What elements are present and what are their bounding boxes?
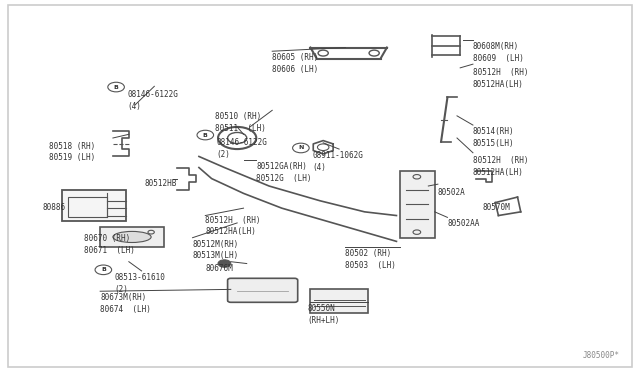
Text: J80500P*: J80500P* bbox=[582, 350, 620, 359]
Text: 80512M(RH)
80513M(LH): 80512M(RH) 80513M(LH) bbox=[193, 240, 239, 260]
Text: 08146-6122G
(2): 08146-6122G (2) bbox=[217, 138, 268, 159]
Text: 80518 (RH)
80519 (LH): 80518 (RH) 80519 (LH) bbox=[49, 142, 95, 163]
Text: 80673M(RH)
80674  (LH): 80673M(RH) 80674 (LH) bbox=[100, 293, 151, 314]
Text: 80670 (RH)
80671  (LH): 80670 (RH) 80671 (LH) bbox=[84, 234, 135, 255]
Bar bbox=[62, 190, 125, 221]
Text: 80676M: 80676M bbox=[205, 263, 233, 273]
Text: 08911-1062G
(4): 08911-1062G (4) bbox=[312, 151, 364, 172]
Bar bbox=[310, 289, 368, 313]
Text: N: N bbox=[298, 145, 303, 150]
Text: B: B bbox=[101, 267, 106, 272]
Text: 80512GA(RH)
80512G  (LH): 80512GA(RH) 80512G (LH) bbox=[256, 162, 312, 183]
Text: 80512H  (RH)
80512HA(LH): 80512H (RH) 80512HA(LH) bbox=[473, 157, 529, 177]
Text: 80502 (RH)
80503  (LH): 80502 (RH) 80503 (LH) bbox=[346, 249, 396, 270]
Text: 80605 (RH)
80606 (LH): 80605 (RH) 80606 (LH) bbox=[272, 53, 319, 74]
Text: 80510 (RH)
80511  (LH): 80510 (RH) 80511 (LH) bbox=[215, 112, 266, 133]
Text: 80512HB: 80512HB bbox=[145, 179, 177, 187]
Text: 80570M: 80570M bbox=[483, 203, 510, 212]
Text: 80886: 80886 bbox=[43, 203, 66, 212]
Text: 80514(RH)
80515(LH): 80514(RH) 80515(LH) bbox=[473, 127, 515, 148]
Text: B: B bbox=[114, 84, 118, 90]
Text: 80512H  (RH)
80512HA(LH): 80512H (RH) 80512HA(LH) bbox=[205, 215, 261, 236]
Text: 80512H  (RH)
80512HA(LH): 80512H (RH) 80512HA(LH) bbox=[473, 68, 529, 89]
Bar bbox=[68, 197, 106, 217]
FancyBboxPatch shape bbox=[228, 278, 298, 302]
Text: 80502AA: 80502AA bbox=[447, 219, 480, 228]
Text: 80550N
(RH+LH): 80550N (RH+LH) bbox=[307, 304, 340, 325]
Text: 80502A: 80502A bbox=[438, 188, 466, 197]
Bar bbox=[100, 227, 164, 247]
Ellipse shape bbox=[113, 231, 151, 243]
Text: B: B bbox=[203, 132, 208, 138]
Bar bbox=[399, 171, 435, 238]
Text: 80608M(RH)
80609  (LH): 80608M(RH) 80609 (LH) bbox=[473, 42, 524, 63]
Text: 08513-61610
(2): 08513-61610 (2) bbox=[115, 273, 166, 294]
Circle shape bbox=[218, 260, 231, 267]
Text: 08146-6122G
(4): 08146-6122G (4) bbox=[127, 90, 179, 111]
